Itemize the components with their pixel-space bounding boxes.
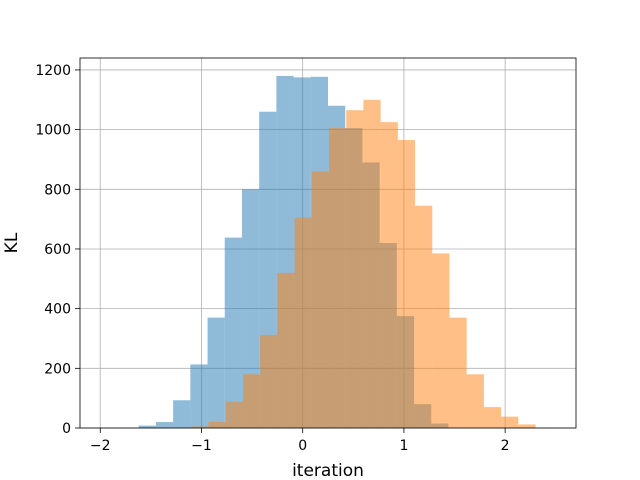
histogram-bar-series-2 xyxy=(501,416,519,428)
histogram-bar-series-2 xyxy=(483,407,502,428)
histogram-bar-series-1 xyxy=(190,364,208,428)
histogram-bar-series-2 xyxy=(397,140,416,428)
histogram-bar-series-2 xyxy=(449,317,467,428)
y-tick-label: 600 xyxy=(44,242,71,258)
histogram-bar-series-2 xyxy=(329,128,347,428)
histogram-bar-series-2 xyxy=(466,374,484,428)
histogram-bar-series-1 xyxy=(138,425,156,428)
histogram-bar-series-2 xyxy=(191,426,209,428)
x-tick-label: −1 xyxy=(191,438,212,454)
histogram-bar-series-2 xyxy=(380,122,398,428)
histogram-bar-series-1 xyxy=(241,189,260,428)
histogram-bar-series-2 xyxy=(415,205,433,428)
histogram-bar-series-2 xyxy=(260,334,278,428)
x-axis-label: iteration xyxy=(292,461,364,480)
x-tick-label: 2 xyxy=(501,438,510,454)
y-axis-label: KL xyxy=(2,232,22,253)
x-tick-label: 0 xyxy=(298,438,307,454)
y-tick-label: 1200 xyxy=(35,63,71,79)
histogram-bar-series-1 xyxy=(207,317,225,428)
plot-area-frame xyxy=(79,57,577,429)
histogram-bar-series-2 xyxy=(311,171,330,429)
histogram-bar-series-2 xyxy=(346,110,364,428)
histogram-bar-series-2 xyxy=(242,374,261,428)
histogram-bar-series-2 xyxy=(294,217,312,428)
x-tick-label: 1 xyxy=(399,438,408,454)
x-tick-label: −2 xyxy=(90,438,111,454)
y-tick-label: 800 xyxy=(44,182,71,198)
histogram-bar-series-2 xyxy=(518,424,536,428)
histogram-bar-series-2 xyxy=(277,272,295,428)
y-tick-label: 400 xyxy=(44,302,71,318)
histogram-bar-series-2 xyxy=(432,253,450,428)
y-tick-label: 200 xyxy=(44,361,71,377)
axis-ticks: −2 −1 0 1 2 0 200 400 600 800 1000 1200 xyxy=(35,63,509,454)
histogram-bar-series-2 xyxy=(208,422,226,428)
histogram-bar-series-1 xyxy=(173,400,191,428)
histogram-bar-series-2 xyxy=(363,99,381,428)
histogram-bar-series-1 xyxy=(155,422,174,428)
y-tick-label: 1000 xyxy=(35,123,71,139)
y-tick-label: 0 xyxy=(62,421,71,437)
histogram-bar-series-1 xyxy=(224,237,242,428)
histogram-bars xyxy=(138,75,536,429)
histogram-bar-series-2 xyxy=(225,401,243,428)
